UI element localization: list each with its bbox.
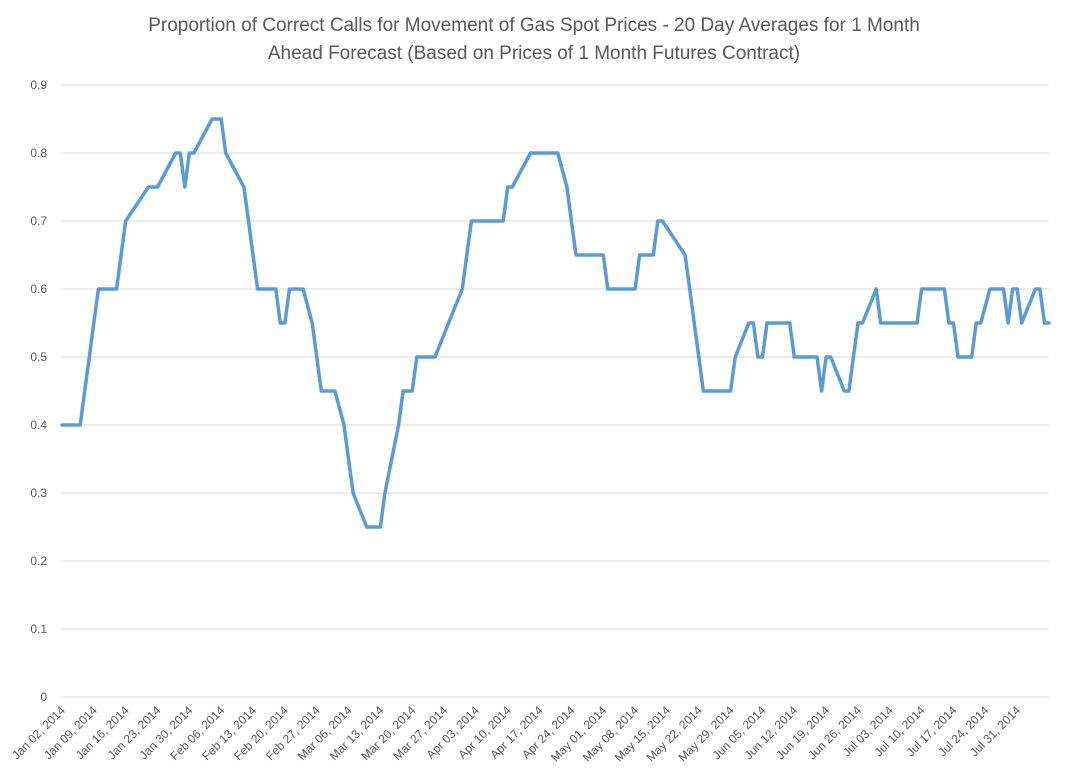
y-tick-label: 0.2 [30, 554, 47, 568]
y-tick-label: 0.7 [30, 214, 47, 228]
y-tick-label: 0 [40, 690, 47, 704]
y-tick-label: 0.8 [30, 146, 47, 160]
series-line-0 [60, 117, 1051, 529]
chart-title-line-2: Ahead Forecast (Based on Prices of 1 Mon… [268, 43, 800, 64]
chart-title: Proportion of Correct Calls for Movement… [148, 15, 920, 64]
gridlines [62, 84, 1049, 698]
y-tick-label: 0.4 [30, 418, 47, 432]
y-tick-label: 0.1 [30, 622, 47, 636]
y-tick-label: 0.9 [30, 78, 47, 92]
y-tick-label: 0.6 [30, 282, 47, 296]
series-layer [60, 117, 1051, 529]
y-axis-tick-labels: 0 0.1 0.2 0.3 0.4 0.5 0.6 0.7 0.8 0.9 [30, 78, 47, 704]
y-tick-label: 0.3 [30, 486, 47, 500]
y-tick-label: 0.5 [30, 350, 47, 364]
chart-title-line-1: Proportion of Correct Calls for Movement… [148, 15, 920, 36]
